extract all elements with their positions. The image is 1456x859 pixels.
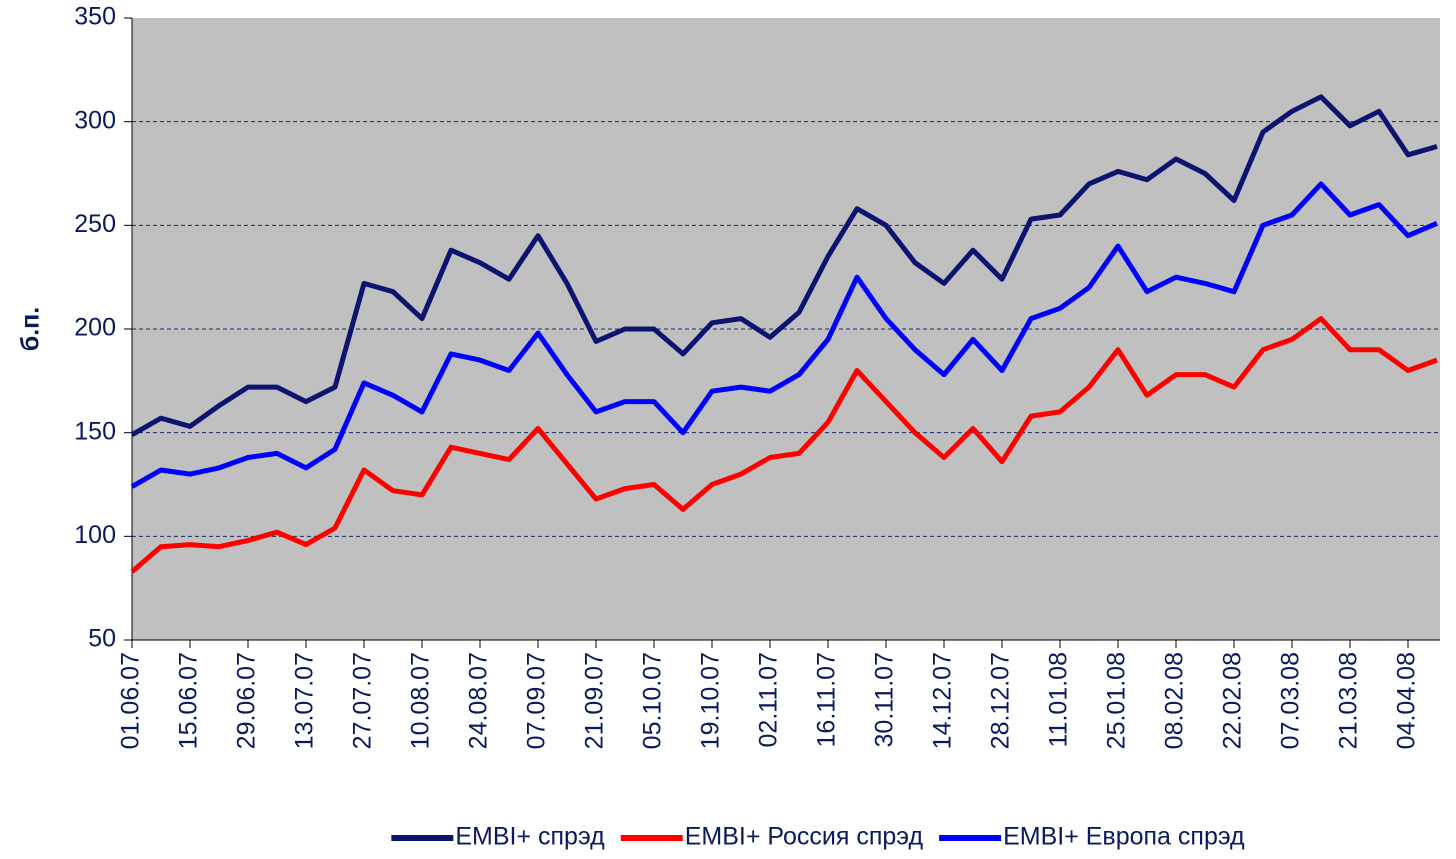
x-tick-label: 02.11.07 [755, 652, 783, 747]
x-tick-label: 13.07.07 [291, 652, 319, 749]
y-tick-label: 350 [74, 3, 116, 31]
x-tick-label: 16.11.07 [813, 652, 841, 747]
series-line [130, 316, 1438, 574]
legend-label: EMBI+ Европа спрэд [1003, 823, 1245, 851]
x-tick-label: 30.11.07 [871, 652, 899, 747]
x-tick-label: 29.06.07 [233, 652, 261, 749]
series-line [130, 181, 1438, 489]
x-tick-label: 05.10.07 [639, 652, 667, 749]
x-tick-label: 21.03.08 [1335, 652, 1363, 749]
x-tick-label: 08.02.08 [1161, 652, 1189, 749]
y-tick-label: 250 [74, 210, 116, 238]
y-tick-label: 50 [88, 625, 116, 653]
x-tick-label: 22.02.08 [1219, 652, 1247, 749]
x-tick-label: 15.06.07 [175, 652, 203, 749]
x-tick-label: 14.12.07 [929, 652, 957, 749]
x-tick-label: 28.12.07 [987, 652, 1015, 749]
series-line [130, 94, 1438, 437]
x-tick-label: 11.01.08 [1045, 652, 1073, 747]
x-tick-label: 10.08.07 [407, 652, 435, 749]
x-tick-label: 27.07.07 [349, 652, 377, 749]
y-tick-label: 100 [74, 521, 116, 549]
x-tick-label: 19.10.07 [697, 652, 725, 749]
y-tick-label: 150 [74, 417, 116, 445]
legend-label: EMBI+ спрэд [455, 823, 605, 851]
x-tick-label: 01.06.07 [117, 652, 145, 749]
y-tick-label: 300 [74, 106, 116, 134]
legend-label: EMBI+ Россия спрэд [685, 823, 924, 851]
x-tick-label: 21.09.07 [581, 652, 609, 749]
x-tick-label: 07.09.07 [523, 652, 551, 749]
y-axis-label: б.п. [17, 307, 45, 351]
x-tick-label: 25.01.08 [1103, 652, 1131, 749]
y-tick-label: 200 [74, 314, 116, 342]
x-tick-label: 24.08.07 [465, 652, 493, 749]
x-tick-label: 07.03.08 [1277, 652, 1305, 749]
x-tick-label: 04.04.08 [1393, 652, 1421, 749]
